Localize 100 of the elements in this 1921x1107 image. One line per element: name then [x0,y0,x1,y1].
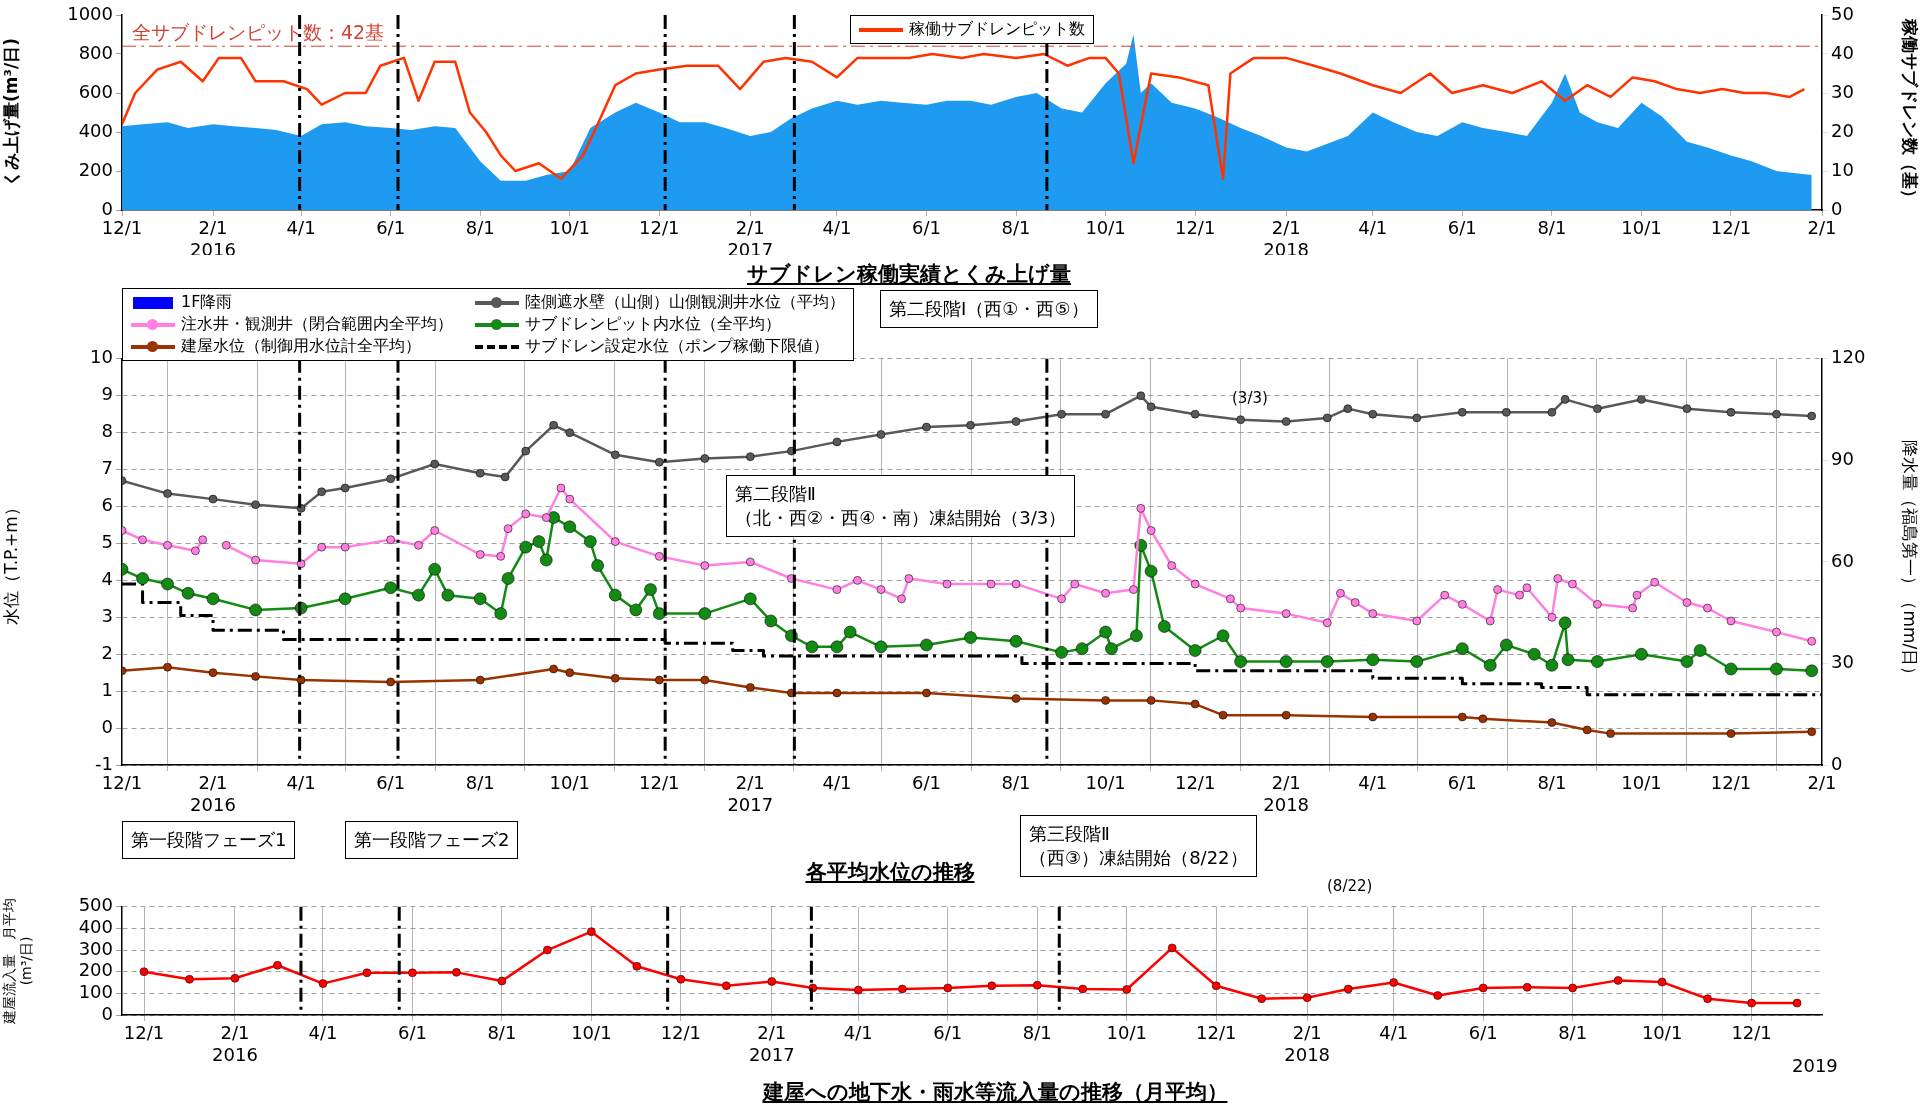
x-tick-label: 6/1 [1447,217,1477,239]
y-tick-label: 300 [78,937,113,959]
point [565,668,575,678]
point [921,422,931,432]
point [549,664,559,674]
x-tick-label: 6/1 [376,217,406,239]
point [340,483,350,493]
text: 第一段階フェーズ1 [122,821,296,859]
y-axis-title: 建屋流入量 月平均 (m³/日) [1,897,34,1025]
point [1457,712,1467,722]
y2-tick-label: 40 [1831,41,1854,63]
point [1281,417,1291,427]
point [1568,983,1578,993]
x-tick-label: 4/1 [1358,217,1388,239]
point [317,487,327,497]
text: 2019 [1792,1054,1838,1078]
ref-line-label: 全サブドレンピット数：42基 [132,20,385,43]
y-tick-label: 6 [101,494,113,516]
point [1636,394,1646,404]
text: 第一段階フェーズ2 [345,821,519,859]
x-tick-label: 8/1 [1001,217,1031,239]
y-tick-label: 500 [78,894,113,916]
point [1613,975,1623,985]
x-tick-label: 12/1 [1710,217,1752,239]
x-tick-label: 4/1 [843,1022,873,1044]
point [1582,725,1592,735]
point [549,420,559,430]
x-tick-label: 12/1 [1710,772,1752,794]
point [1501,407,1511,417]
y-tick-label: 800 [78,41,113,63]
y2-tick-label: 60 [1831,549,1854,571]
point [1257,994,1267,1004]
point [1792,998,1802,1008]
point [1302,993,1312,1003]
y-tick-label: 400 [78,916,113,938]
point [897,984,907,994]
point [1433,991,1443,1001]
point [767,976,777,986]
y2-axis-title: 降水量（福島第一）（mm/日） [1900,440,1921,684]
point [1190,699,1200,709]
point [1747,998,1757,1008]
point [208,668,218,678]
x-tick-label: 6/1 [376,772,406,794]
point [1547,407,1557,417]
point [610,673,620,683]
point [1236,415,1246,425]
point [1657,977,1667,987]
point [943,983,953,993]
point [1146,695,1156,705]
point [1771,409,1781,419]
annotation: (3/3) [1232,388,1268,409]
x-tick-label: 4/1 [286,772,316,794]
point [451,967,461,977]
x-tick-label: 10/1 [549,217,590,239]
point [1389,978,1399,988]
point [272,960,282,970]
y2-tick-label: 30 [1831,651,1854,673]
x-tick-label: 2/1 2018 [1263,772,1310,816]
point [521,446,531,456]
point [1478,714,1488,724]
legend-label: 注水井・観測井（閉合範囲内全平均） [181,314,453,335]
point [1101,409,1111,419]
x-tick-label: 12/1 [1731,1022,1772,1044]
y-tick-label: 0 [101,1002,113,1024]
y2-tick-label: 0 [1831,752,1843,774]
text: (8/22) [1327,876,1373,897]
point [1606,729,1616,739]
x-tick-label: 10/1 [549,772,590,794]
y-tick-label: 7 [101,457,113,479]
point [500,472,510,482]
point [475,468,485,478]
point [163,662,173,672]
text: 各平均水位の推移 [805,859,975,886]
y-tick-label: 4 [101,568,113,590]
point [654,675,664,685]
point [1807,411,1817,421]
point [430,459,440,469]
point [1726,407,1736,417]
point [1011,694,1021,704]
x-tick-label: 2/1 2016 [190,772,236,816]
point [1412,413,1422,423]
x-tick-label: 6/1 [912,772,941,794]
x-tick-label: 10/1 [1085,772,1126,794]
x-tick-label: 8/1 [1537,217,1567,239]
point [1078,984,1088,994]
point [318,979,328,989]
x-tick-label: 8/1 [1558,1022,1588,1044]
point [565,428,575,438]
x-tick-label: 8/1 [465,217,495,239]
point [1547,718,1557,728]
x-tick-label: 8/1 [1537,772,1567,794]
point [721,981,731,991]
point [1522,982,1532,992]
point [230,973,240,983]
x-tick-label: 12/1 [101,772,143,794]
x-tick-label: 6/1 [1468,1022,1498,1044]
x-tick-label: 6/1 [933,1022,963,1044]
point [251,671,261,681]
point [1368,409,1378,419]
point [1057,409,1067,419]
